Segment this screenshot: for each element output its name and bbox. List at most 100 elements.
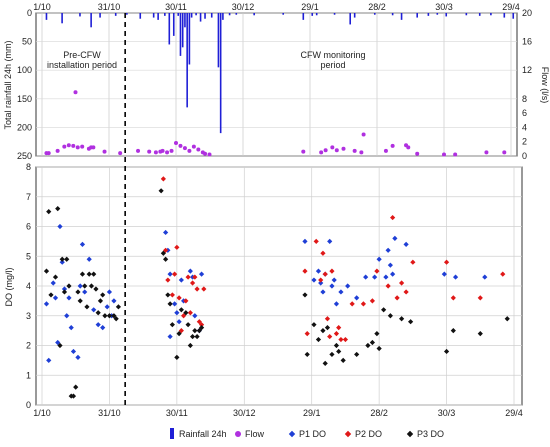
rainfall-bar: [445, 13, 448, 17]
do-point-p3: [302, 292, 308, 298]
do-point-p1: [372, 274, 378, 280]
do-point-p1: [318, 280, 324, 286]
do-point-p3: [163, 256, 169, 262]
rainfall-bar: [114, 13, 117, 16]
top-x-tick-label: 29/4: [502, 2, 520, 12]
bottom-x-tick-label: 30/11: [166, 408, 188, 418]
flow-point: [415, 151, 420, 156]
do-point-p1: [167, 271, 173, 277]
do-point-p2: [318, 277, 324, 283]
bottom-x-tick-labels: 1/10 31/10 30/11 30/12 29/1 28/2 30/3 29/4: [33, 408, 523, 418]
flow-point: [80, 144, 85, 149]
do-point-p2: [385, 283, 391, 289]
flow-point: [323, 148, 328, 153]
do-point-p2: [443, 259, 450, 265]
do-point-p1: [61, 286, 68, 292]
flow-point: [442, 152, 446, 157]
do-point-p2: [333, 331, 340, 337]
do-point-p1: [198, 271, 205, 277]
do-point-p3: [477, 331, 483, 337]
flow-point: [75, 145, 80, 150]
do-point-p2: [181, 313, 187, 319]
do-point-p3: [91, 271, 97, 277]
do-point-p2: [163, 247, 169, 253]
rainfall-bar: [184, 13, 186, 28]
rainfall-bar: [177, 13, 180, 16]
top-x-tick-labels: 1/10 31/10 30/11 30/12 29/1 28/2 30/3 29/4: [33, 2, 520, 12]
rainfall-bar: [391, 13, 394, 16]
rainfall-bar: [478, 13, 481, 16]
do-point-p2: [500, 271, 506, 277]
do-point-p3: [97, 298, 104, 304]
do-point-p1: [111, 298, 117, 304]
do-point-p3: [158, 188, 164, 194]
flow-tick-label: 12: [522, 65, 532, 75]
flow-point: [178, 143, 183, 148]
bottom-x-tick-label: 28/2: [370, 408, 388, 418]
do-point-p3: [369, 339, 375, 346]
do-point-p3: [183, 310, 189, 316]
do-point-p3: [322, 360, 328, 366]
do-point-p3: [77, 298, 83, 304]
do-point-p2: [183, 298, 189, 304]
do-point-p3: [194, 333, 200, 340]
do-point-p1: [46, 357, 52, 363]
do-point-p2: [329, 268, 335, 274]
do-point-p1: [345, 283, 351, 289]
do-point-p2: [185, 274, 191, 280]
do-point-p1: [315, 268, 322, 274]
flow-point: [196, 147, 201, 152]
flow-point: [361, 132, 366, 137]
do-point-p1: [354, 295, 360, 301]
do-point-p1: [104, 304, 110, 310]
do-point-p1: [390, 271, 396, 277]
do-point-p3: [408, 319, 414, 325]
do-point-p2: [169, 292, 175, 298]
do-point-p2: [450, 295, 456, 301]
rainfall-bar: [139, 13, 142, 19]
rainfall-bar: [210, 13, 213, 18]
rainfall-bars: [45, 13, 515, 134]
top-x-tick-label: 31/10: [98, 2, 121, 12]
do-point-p1: [66, 295, 72, 301]
flow-point: [91, 145, 96, 150]
flow-point: [174, 141, 178, 146]
do-point-p1: [55, 339, 61, 346]
do-tick-label: 0: [26, 400, 31, 410]
do-point-p2: [189, 280, 196, 286]
rainfall-bar: [302, 13, 305, 20]
do-point-p3: [106, 313, 113, 319]
rainfall-bar: [512, 13, 515, 19]
do-point-p3: [43, 268, 50, 274]
do-point-p3: [504, 316, 510, 322]
do-tick-label: 3: [26, 311, 31, 321]
do-point-p1: [441, 271, 447, 277]
flow-tick-label: 4: [522, 122, 527, 132]
do-point-p2: [320, 250, 326, 256]
rainfall-tick-label: 100: [17, 65, 32, 75]
flow-point: [352, 148, 357, 153]
rainfall-tick-label: 0: [27, 8, 32, 18]
do-point-p3: [115, 304, 122, 310]
legend-label: P2 DO: [355, 429, 382, 439]
do-point-p1: [174, 310, 180, 316]
do-point-p3: [66, 283, 72, 289]
bottom-x-tick-label: 29/4: [505, 408, 523, 418]
do-point-p1: [82, 289, 88, 295]
legend-do-swatch: [406, 430, 414, 438]
do-point-p1: [387, 262, 393, 268]
do-point-p3: [102, 313, 108, 319]
do-point-p2: [394, 295, 400, 301]
rainfall-bar: [152, 13, 155, 18]
flow-point: [153, 150, 158, 155]
rainfall-bar: [400, 13, 403, 20]
do-point-p3: [333, 342, 340, 349]
do-point-p1: [163, 229, 169, 236]
do-point-p3: [70, 393, 77, 399]
do-point-p3: [174, 354, 180, 360]
do-point-p2: [201, 286, 207, 292]
rainfall-bar: [490, 13, 492, 16]
do-point-p1: [172, 301, 178, 307]
flow-point: [301, 149, 306, 154]
do-point-p1: [100, 325, 106, 331]
